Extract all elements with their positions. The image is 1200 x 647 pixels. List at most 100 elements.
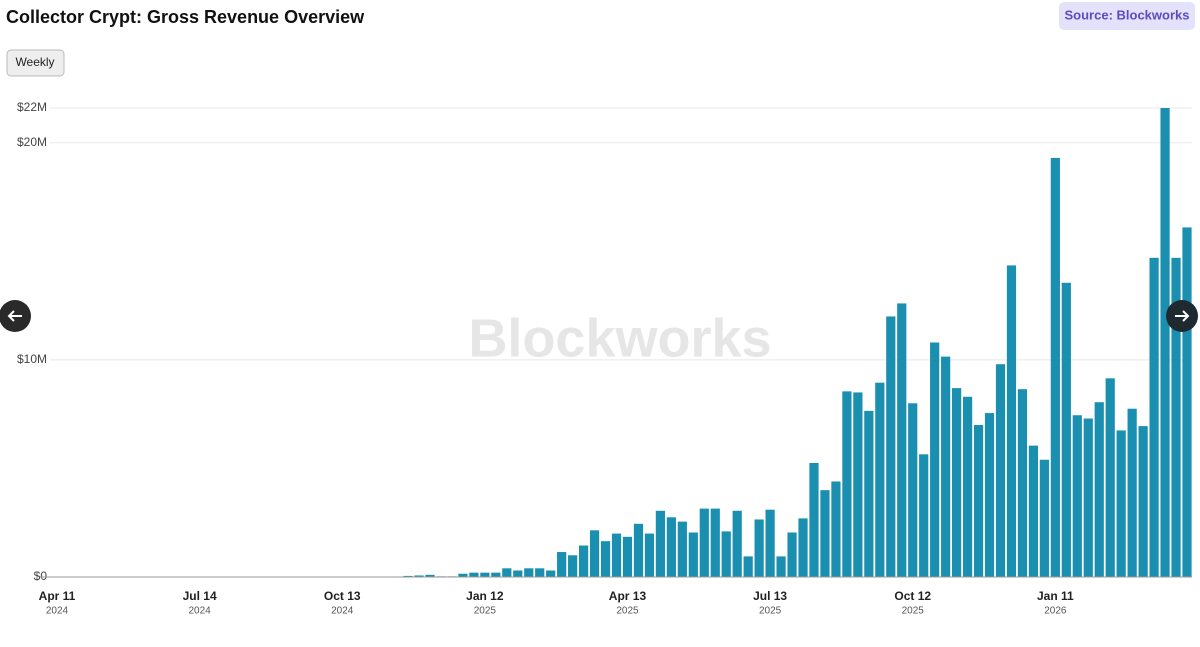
bar bbox=[458, 573, 468, 577]
bar bbox=[952, 388, 962, 577]
bar bbox=[1072, 415, 1082, 577]
bar bbox=[579, 545, 589, 577]
bar bbox=[809, 463, 819, 577]
bar bbox=[633, 523, 644, 577]
bar bbox=[941, 356, 951, 577]
bar bbox=[1017, 389, 1028, 577]
bar bbox=[831, 481, 841, 577]
bar bbox=[414, 575, 424, 577]
bar bbox=[611, 533, 622, 577]
x-tick-label: Oct 13 bbox=[324, 589, 361, 603]
bar bbox=[469, 572, 479, 577]
bar bbox=[666, 517, 676, 577]
bar bbox=[502, 568, 512, 577]
source-text: Source: Blockworks bbox=[1065, 7, 1190, 22]
bar bbox=[1094, 402, 1104, 577]
x-tick-label: Jul 14 bbox=[183, 589, 217, 603]
x-tick-year: 2024 bbox=[188, 606, 211, 617]
x-tick-label: Jul 13 bbox=[753, 589, 787, 603]
x-tick-year: 2025 bbox=[759, 606, 782, 617]
bar bbox=[699, 508, 709, 577]
bar bbox=[677, 521, 687, 577]
x-tick-year: 2025 bbox=[616, 606, 639, 617]
x-tick-year: 2024 bbox=[331, 606, 354, 617]
bar bbox=[535, 568, 545, 577]
bar bbox=[1083, 418, 1093, 577]
bar bbox=[930, 342, 940, 577]
bar bbox=[1116, 430, 1126, 577]
y-tick-label: $20M bbox=[17, 135, 47, 149]
bar bbox=[1149, 257, 1159, 577]
bar bbox=[600, 541, 611, 577]
bar bbox=[491, 572, 501, 577]
bar bbox=[1105, 378, 1115, 577]
bar bbox=[897, 303, 907, 577]
prev-arrow-icon bbox=[7, 310, 22, 322]
bar bbox=[919, 454, 929, 577]
bar bbox=[403, 575, 413, 577]
bar bbox=[1171, 257, 1181, 577]
y-tick-label: $22M bbox=[17, 100, 47, 114]
bar bbox=[765, 509, 775, 577]
y-tick-label: $0 bbox=[34, 569, 48, 583]
chart-title: Collector Crypt: Gross Revenue Overview bbox=[6, 7, 365, 27]
bar bbox=[1006, 265, 1017, 577]
source-badge[interactable] bbox=[1059, 2, 1195, 30]
bar bbox=[1028, 445, 1039, 577]
bar bbox=[908, 403, 918, 577]
bar bbox=[864, 410, 874, 577]
bar bbox=[557, 552, 567, 577]
bar bbox=[842, 391, 852, 577]
bar bbox=[524, 568, 534, 577]
x-tick-label: Oct 12 bbox=[894, 589, 931, 603]
weekly-label: Weekly bbox=[15, 55, 54, 69]
bar bbox=[1127, 408, 1137, 577]
x-tick-label: Apr 11 bbox=[39, 589, 76, 603]
bar bbox=[875, 382, 885, 577]
x-tick-label: Apr 13 bbox=[609, 589, 647, 603]
bar bbox=[962, 396, 973, 577]
bar bbox=[1039, 459, 1049, 577]
watermark: Blockworks bbox=[468, 308, 771, 368]
bar bbox=[688, 532, 698, 577]
x-tick-year: 2026 bbox=[1044, 606, 1067, 617]
bar bbox=[776, 556, 786, 577]
bar bbox=[622, 536, 633, 577]
bar bbox=[984, 413, 995, 577]
weekly-button[interactable] bbox=[6, 49, 65, 77]
bar bbox=[425, 574, 435, 577]
bar bbox=[995, 364, 1006, 577]
bar bbox=[721, 531, 731, 577]
x-tick-year: 2025 bbox=[474, 606, 497, 617]
bar bbox=[973, 425, 984, 577]
bar bbox=[546, 570, 556, 577]
bar bbox=[1050, 157, 1060, 577]
bar bbox=[644, 533, 655, 577]
bar bbox=[820, 490, 830, 577]
bar bbox=[568, 555, 578, 577]
y-tick-label: $10M bbox=[17, 352, 47, 366]
bar bbox=[1160, 108, 1170, 577]
bar bbox=[754, 519, 764, 577]
bar bbox=[886, 316, 896, 577]
bar bbox=[710, 508, 720, 577]
bar bbox=[798, 518, 808, 577]
bar bbox=[655, 510, 665, 577]
bar bbox=[732, 510, 742, 577]
bar bbox=[743, 556, 753, 577]
x-tick-year: 2024 bbox=[46, 606, 69, 617]
bar bbox=[1182, 227, 1192, 577]
x-tick-label: Jan 11 bbox=[1037, 589, 1074, 603]
x-tick-label: Jan 12 bbox=[466, 589, 504, 603]
x-tick-year: 2025 bbox=[902, 606, 925, 617]
bar bbox=[1138, 426, 1148, 577]
next-arrow-icon bbox=[1175, 310, 1190, 322]
bar bbox=[513, 570, 523, 577]
bar bbox=[480, 572, 490, 577]
bar bbox=[1061, 282, 1071, 577]
bar bbox=[589, 530, 600, 577]
bar bbox=[853, 392, 863, 577]
bar bbox=[787, 532, 797, 577]
